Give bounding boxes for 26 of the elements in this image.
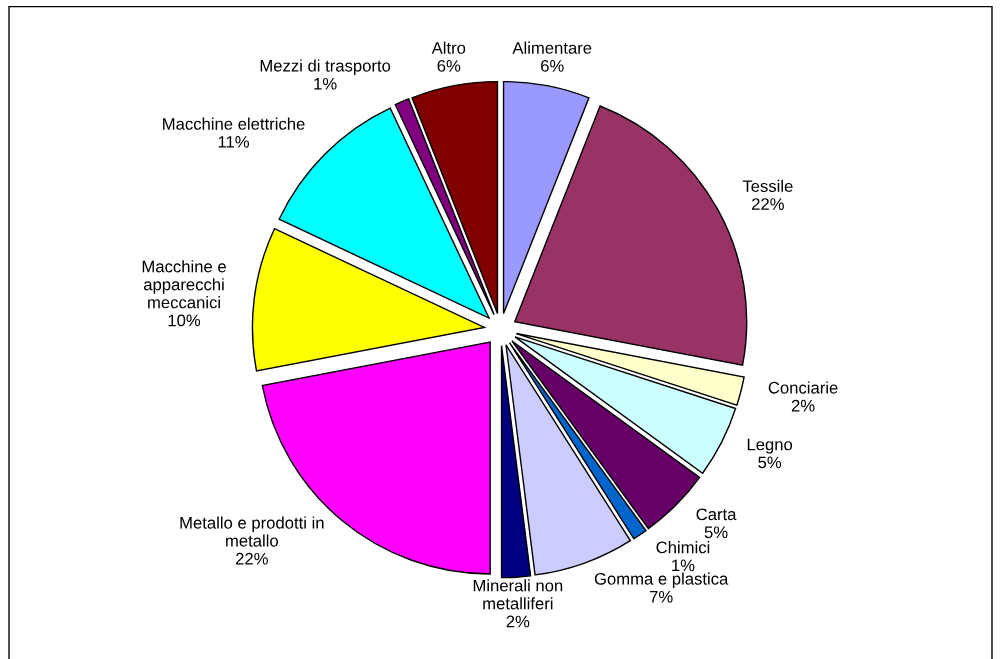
data-label: 22% bbox=[235, 552, 268, 565]
data-label: 2% bbox=[506, 615, 530, 628]
data-label: 5% bbox=[704, 526, 728, 539]
data-label: 5% bbox=[758, 456, 782, 469]
slice-label: Macchine elettriche bbox=[163, 117, 305, 130]
slice-label: Legno bbox=[747, 438, 793, 454]
data-label: 11% bbox=[218, 136, 249, 148]
data-label: 6% bbox=[541, 60, 564, 72]
slice-label: Conciarie bbox=[768, 381, 838, 394]
data-label: 1% bbox=[314, 77, 337, 90]
data-label: 10% bbox=[168, 314, 201, 327]
slice-label: Minerali non metalliferi bbox=[473, 579, 563, 610]
slice-label: Chimici bbox=[656, 541, 710, 554]
data-label: 6% bbox=[437, 60, 461, 72]
data-label: 22% bbox=[752, 198, 784, 210]
slice-label: Tessile bbox=[742, 179, 793, 193]
slice-label: Metallo e prodotti in metallo bbox=[180, 516, 324, 547]
slice-label: Gomma e plastica bbox=[594, 572, 729, 589]
slice-label: Altro bbox=[431, 41, 466, 54]
slice-label: Carta bbox=[696, 508, 737, 521]
data-label: 7% bbox=[649, 590, 673, 603]
slice-label: Mezzi di trasporto bbox=[260, 59, 391, 75]
slice-label: Alimentare bbox=[512, 41, 592, 54]
slice-label: Macchine e apparecchi meccanici bbox=[142, 260, 226, 309]
data-label: 1% bbox=[672, 559, 695, 572]
data-label: 2% bbox=[791, 399, 815, 412]
